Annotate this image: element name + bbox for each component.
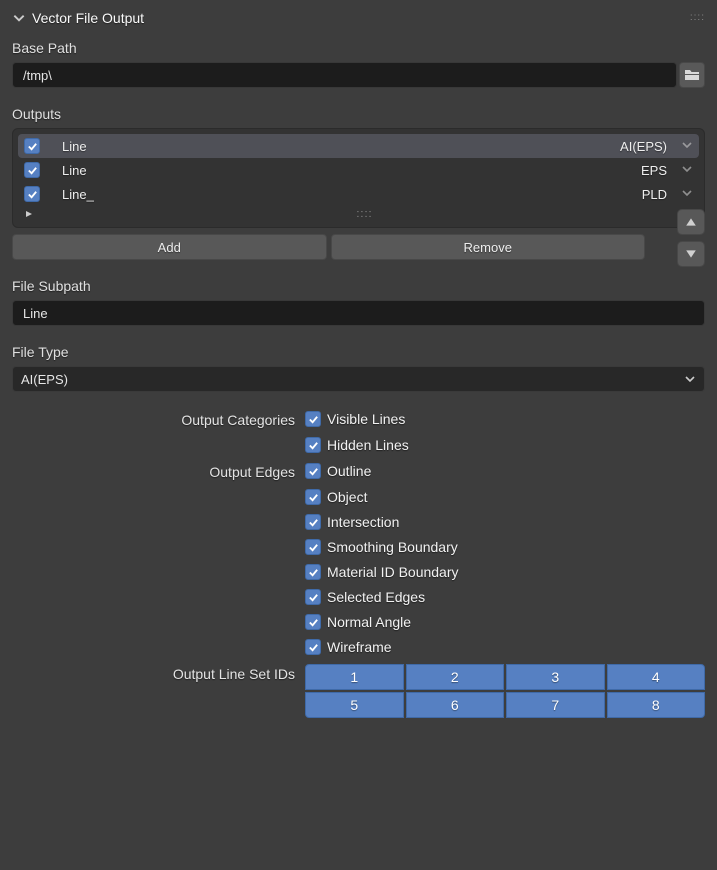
- prop-label: [12, 589, 295, 605]
- file-type-label: File Type: [12, 344, 705, 360]
- prop-label: Output Categories: [12, 410, 295, 428]
- checkbox-label: Object: [327, 489, 367, 505]
- checkbox[interactable]: [305, 489, 321, 505]
- move-down-button[interactable]: [677, 241, 705, 267]
- checkbox[interactable]: [305, 463, 321, 479]
- checkbox[interactable]: [305, 564, 321, 580]
- output-format[interactable]: EPS: [641, 163, 667, 178]
- prop-label: [12, 639, 295, 655]
- output-row[interactable]: Line EPS: [18, 158, 699, 182]
- outputs-label: Outputs: [12, 106, 705, 122]
- expand-icon[interactable]: [24, 209, 34, 219]
- checkbox-row: Hidden Lines: [305, 437, 705, 453]
- checkbox-label: Material ID Boundary: [327, 564, 459, 580]
- base-path-label: Base Path: [12, 40, 705, 56]
- line-set-toggle[interactable]: 1: [305, 664, 404, 690]
- checkbox-row: Smoothing Boundary: [305, 539, 705, 555]
- file-subpath-input[interactable]: [12, 300, 705, 326]
- chevron-down-icon: [681, 163, 693, 178]
- remove-button[interactable]: Remove: [331, 234, 646, 260]
- output-row[interactable]: Line_ PLD: [18, 182, 699, 206]
- checkbox-row: Visible Lines: [305, 410, 705, 428]
- outputs-section: Outputs LineAI(EPS)LineEPSLine_PLD:::: A…: [12, 106, 705, 260]
- chevron-down-icon: [681, 187, 693, 202]
- browse-button[interactable]: [679, 62, 705, 88]
- triangle-up-icon: [685, 216, 697, 228]
- prop-label: [12, 514, 295, 530]
- drag-handle[interactable]: ::::: [34, 208, 695, 220]
- checkbox[interactable]: [305, 589, 321, 605]
- checkbox[interactable]: [305, 437, 321, 453]
- chevron-down-icon: [12, 11, 26, 25]
- checkbox-row: Material ID Boundary: [305, 564, 705, 580]
- output-format[interactable]: PLD: [642, 187, 667, 202]
- checkbox[interactable]: [305, 514, 321, 530]
- panel-title: Vector File Output: [32, 10, 144, 26]
- checkbox-row: Selected Edges: [305, 589, 705, 605]
- checkbox-label: Normal Angle: [327, 614, 411, 630]
- checkbox-row: Normal Angle: [305, 614, 705, 630]
- move-up-button[interactable]: [677, 209, 705, 235]
- checkbox-row: Object: [305, 489, 705, 505]
- output-enable-checkbox[interactable]: [24, 186, 40, 202]
- chevron-down-icon: [681, 139, 693, 154]
- prop-label: Output Line Set IDs: [12, 664, 295, 718]
- output-format[interactable]: AI(EPS): [620, 139, 667, 154]
- file-type-select[interactable]: AI(EPS): [12, 366, 705, 392]
- file-type-section: File Type AI(EPS): [12, 344, 705, 392]
- folder-icon: [684, 67, 700, 83]
- output-name: Line: [50, 139, 610, 154]
- triangle-down-icon: [685, 248, 697, 260]
- line-set-toggle[interactable]: 3: [506, 664, 605, 690]
- file-subpath-label: File Subpath: [12, 278, 705, 294]
- line-set-toggle[interactable]: 4: [607, 664, 706, 690]
- checkbox[interactable]: [305, 411, 321, 427]
- properties-grid: Output Categories Visible Lines Hidden Lin…: [12, 410, 705, 718]
- prop-label: [12, 564, 295, 580]
- line-set-toggle[interactable]: 5: [305, 692, 404, 718]
- checkbox[interactable]: [305, 614, 321, 630]
- file-type-value: AI(EPS): [21, 372, 684, 387]
- base-path-input[interactable]: [12, 62, 677, 88]
- prop-label: [12, 539, 295, 555]
- checkbox-label: Intersection: [327, 514, 399, 530]
- output-name: Line: [50, 163, 631, 178]
- prop-label: Output Edges: [12, 462, 295, 480]
- grip-icon[interactable]: ::::: [690, 12, 705, 23]
- checkbox-row: Intersection: [305, 514, 705, 530]
- line-set-toggle[interactable]: 6: [406, 692, 505, 718]
- add-button[interactable]: Add: [12, 234, 327, 260]
- line-set-toggle[interactable]: 7: [506, 692, 605, 718]
- checkbox-label: Wireframe: [327, 639, 392, 655]
- checkbox-label: Selected Edges: [327, 589, 425, 605]
- checkbox-row: Outline: [305, 462, 705, 480]
- line-set-toggle[interactable]: 2: [406, 664, 505, 690]
- base-path-section: Base Path: [12, 40, 705, 88]
- prop-label: [12, 437, 295, 453]
- checkbox[interactable]: [305, 539, 321, 555]
- checkbox-label: Outline: [327, 463, 371, 479]
- checkbox[interactable]: [305, 639, 321, 655]
- prop-label: [12, 614, 295, 630]
- checkbox-label: Visible Lines: [327, 411, 405, 427]
- outputs-list: LineAI(EPS)LineEPSLine_PLD::::: [12, 128, 705, 228]
- chevron-down-icon: [684, 373, 696, 385]
- output-enable-checkbox[interactable]: [24, 138, 40, 154]
- output-name: Line_: [50, 187, 632, 202]
- line-set-toggle[interactable]: 8: [607, 692, 706, 718]
- panel-header[interactable]: Vector File Output ::::: [12, 10, 705, 26]
- file-subpath-section: File Subpath: [12, 278, 705, 326]
- output-row[interactable]: Line AI(EPS): [18, 134, 699, 158]
- checkbox-label: Hidden Lines: [327, 437, 409, 453]
- prop-label: [12, 489, 295, 505]
- output-enable-checkbox[interactable]: [24, 162, 40, 178]
- checkbox-label: Smoothing Boundary: [327, 539, 458, 555]
- line-set-toggle-grid: 1234 5678: [305, 664, 705, 718]
- checkbox-row: Wireframe: [305, 639, 705, 655]
